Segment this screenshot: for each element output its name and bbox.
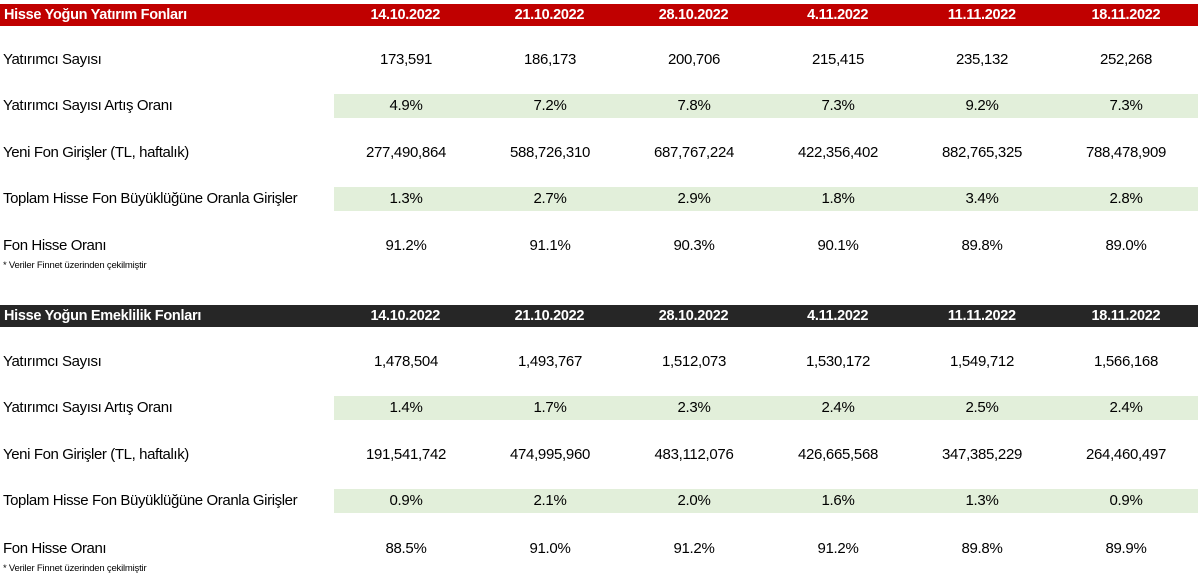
table-cell: 173,591 — [379, 51, 433, 68]
row-label: Toplam Hisse Fon Büyüklüğüne Oranla Giri… — [3, 190, 298, 207]
table-cell: 7.2% — [533, 97, 567, 114]
table-cell: 588,726,310 — [509, 144, 591, 161]
date-header: 14.10.2022 — [370, 308, 441, 324]
table-cell: 4.9% — [389, 97, 423, 114]
table-cell: 1,549,712 — [949, 353, 1015, 370]
table-cell: 7.8% — [677, 97, 711, 114]
table-cell: 2.4% — [1109, 399, 1143, 416]
table-cell: 252,268 — [1099, 51, 1153, 68]
table-cell: 1,478,504 — [373, 353, 439, 370]
table-cell: 91.0% — [529, 540, 571, 557]
row-label: Fon Hisse Oranı — [3, 540, 107, 557]
table-cell: 788,478,909 — [1085, 144, 1167, 161]
table-cell: 1.8% — [821, 190, 855, 207]
date-header: 21.10.2022 — [514, 308, 585, 324]
table-cell: 235,132 — [955, 51, 1009, 68]
table-cell: 264,460,497 — [1085, 446, 1167, 463]
table-cell: 1,493,767 — [517, 353, 583, 370]
table-cell: 200,706 — [667, 51, 721, 68]
table-cell: 0.9% — [389, 492, 423, 509]
row-label: Yeni Fon Girişler (TL, haftalık) — [3, 446, 189, 463]
table-cell: 89.0% — [1105, 237, 1147, 254]
table-cell: 1.3% — [965, 492, 999, 509]
table-cell: 2.3% — [677, 399, 711, 416]
table-row: Yeni Fon Girişler (TL, haftalık) 191,541… — [0, 443, 1198, 467]
table-cell: 91.1% — [529, 237, 571, 254]
table-cell: 91.2% — [817, 540, 859, 557]
row-label: Yeni Fon Girişler (TL, haftalık) — [3, 144, 189, 161]
table-cell: 91.2% — [385, 237, 427, 254]
table-cell: 90.3% — [673, 237, 715, 254]
table-row: Yeni Fon Girişler (TL, haftalık) 277,490… — [0, 141, 1198, 165]
source-note: * Veriler Finnet üzerinden çekilmiştir — [3, 563, 147, 574]
table-row: Fon Hisse Oranı 91.2% 91.1% 90.3% 90.1% … — [0, 234, 1198, 258]
table-cell: 2.5% — [965, 399, 999, 416]
table-row: Yatırımcı Sayısı 173,591 186,173 200,706… — [0, 48, 1198, 72]
row-label: Yatırımcı Sayısı — [3, 353, 102, 370]
table-cell: 88.5% — [385, 540, 427, 557]
table-cell: 7.3% — [821, 97, 855, 114]
source-note: * Veriler Finnet üzerinden çekilmiştir — [3, 260, 147, 271]
table-row: Yatırımcı Sayısı Artış Oranı 4.9% 7.2% 7… — [0, 94, 1198, 118]
table-cell: 2.4% — [821, 399, 855, 416]
table-cell: 882,765,325 — [941, 144, 1023, 161]
date-header: 18.11.2022 — [1091, 308, 1161, 324]
date-header: 28.10.2022 — [658, 308, 729, 324]
table-cell: 2.8% — [1109, 190, 1143, 207]
table-row: Fon Hisse Oranı 88.5% 91.0% 91.2% 91.2% … — [0, 537, 1198, 561]
row-label: Fon Hisse Oranı — [3, 237, 107, 254]
table-cell: 215,415 — [811, 51, 865, 68]
table-cell: 1.7% — [533, 399, 567, 416]
table-cell: 89.8% — [961, 237, 1003, 254]
row-label: Yatırımcı Sayısı Artış Oranı — [3, 399, 173, 416]
date-header: 11.11.2022 — [947, 308, 1016, 324]
table-cell: 1,566,168 — [1093, 353, 1159, 370]
table-cell: 91.2% — [673, 540, 715, 557]
table-cell: 2.0% — [677, 492, 711, 509]
table-cell: 90.1% — [817, 237, 859, 254]
date-header: 14.10.2022 — [370, 7, 441, 23]
table-cell: 186,173 — [523, 51, 577, 68]
table-cell: 347,385,229 — [941, 446, 1023, 463]
date-header: 4.11.2022 — [807, 308, 869, 324]
date-header: 28.10.2022 — [658, 7, 729, 23]
table-cell: 426,665,568 — [797, 446, 879, 463]
date-header: 11.11.2022 — [947, 7, 1016, 23]
table-cell: 2.9% — [677, 190, 711, 207]
table-cell: 3.4% — [965, 190, 999, 207]
table-row: Yatırımcı Sayısı Artış Oranı 1.4% 1.7% 2… — [0, 396, 1198, 420]
table-row: Toplam Hisse Fon Büyüklüğüne Oranla Giri… — [0, 489, 1198, 513]
table-cell: 1.3% — [389, 190, 423, 207]
table-cell: 1.6% — [821, 492, 855, 509]
table-cell: 89.8% — [961, 540, 1003, 557]
table-cell: 1.4% — [389, 399, 423, 416]
table-row: Toplam Hisse Fon Büyüklüğüne Oranla Giri… — [0, 187, 1198, 211]
table-cell: 0.9% — [1109, 492, 1143, 509]
table-cell: 2.7% — [533, 190, 567, 207]
table-cell: 687,767,224 — [653, 144, 735, 161]
table-cell: 483,112,076 — [654, 446, 734, 463]
table-cell: 474,995,960 — [509, 446, 591, 463]
table-cell: 7.3% — [1109, 97, 1143, 114]
date-header: 18.11.2022 — [1091, 7, 1161, 23]
table-cell: 9.2% — [965, 97, 999, 114]
table-title: Hisse Yoğun Emeklilik Fonları — [4, 308, 202, 324]
table-cell: 1,512,073 — [661, 353, 727, 370]
table-title: Hisse Yoğun Yatırım Fonları — [4, 7, 187, 23]
row-label: Toplam Hisse Fon Büyüklüğüne Oranla Giri… — [3, 492, 298, 509]
date-header: 4.11.2022 — [807, 7, 869, 23]
row-label: Yatırımcı Sayısı — [3, 51, 102, 68]
table-cell: 422,356,402 — [797, 144, 879, 161]
table-header: Hisse Yoğun Yatırım Fonları 14.10.2022 2… — [0, 4, 1198, 26]
table-cell: 89.9% — [1105, 540, 1147, 557]
table-cell: 277,490,864 — [365, 144, 447, 161]
table-header: Hisse Yoğun Emeklilik Fonları 14.10.2022… — [0, 305, 1198, 327]
table-cell: 1,530,172 — [805, 353, 871, 370]
date-header: 21.10.2022 — [514, 7, 585, 23]
table-cell: 2.1% — [533, 492, 567, 509]
table-row: Yatırımcı Sayısı 1,478,504 1,493,767 1,5… — [0, 350, 1198, 374]
table-cell: 191,541,742 — [365, 446, 447, 463]
row-label: Yatırımcı Sayısı Artış Oranı — [3, 97, 173, 114]
